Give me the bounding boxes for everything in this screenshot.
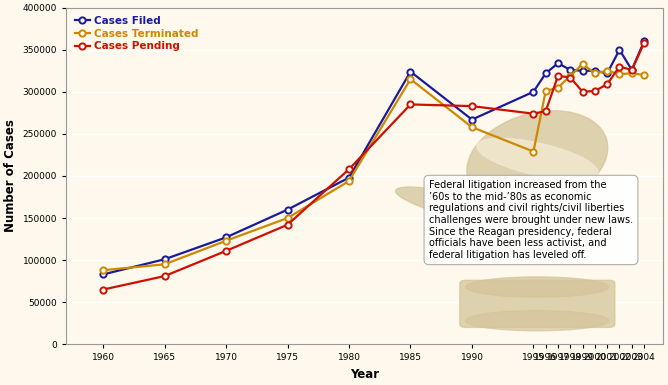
Cases Pending [628,68,636,72]
Cases Pending [591,89,599,93]
Cases Filed [407,69,415,74]
Cases Terminated [566,74,574,78]
Cases Terminated [615,72,623,77]
Cases Terminated [530,149,538,154]
Cases Filed [222,235,230,240]
Cases Terminated [591,71,599,75]
Cases Pending [222,249,230,253]
Cases Filed [628,68,636,72]
Text: Federal litigation increased from the
’60s to the mid-’80s as economic
regulatio: Federal litigation increased from the ’6… [429,180,633,260]
Cases Filed [99,272,107,277]
Cases Terminated [99,268,107,273]
Cases Filed [345,175,353,180]
Cases Terminated [468,125,476,129]
Ellipse shape [466,277,609,297]
Cases Terminated [578,62,587,66]
Cases Pending [283,223,291,227]
Cases Pending [578,89,587,94]
Cases Filed [640,39,648,44]
Line: Cases Terminated: Cases Terminated [100,61,647,273]
Line: Cases Filed: Cases Filed [100,38,647,278]
Cases Terminated [603,69,611,73]
Cases Filed [615,47,623,52]
Cases Terminated [407,77,415,82]
Cases Filed [468,117,476,122]
Cases Filed [283,207,291,212]
Cases Pending [566,75,574,80]
Cases Filed [603,71,611,75]
Cases Terminated [628,71,636,75]
FancyBboxPatch shape [460,280,615,327]
Cases Pending [99,287,107,292]
Cases Pending [603,82,611,87]
Cases Pending [530,111,538,116]
Cases Terminated [345,179,353,183]
Cases Terminated [222,238,230,243]
Cases Filed [578,69,587,73]
Cases Filed [160,257,168,261]
Cases Pending [615,64,623,69]
Cases Terminated [640,73,648,77]
Cases Pending [345,167,353,172]
Cases Pending [640,41,648,45]
Cases Terminated [160,262,168,267]
Cases Pending [468,104,476,109]
Ellipse shape [477,138,598,180]
Cases Filed [566,68,574,72]
Y-axis label: Number of Cases: Number of Cases [4,119,17,233]
Cases Terminated [283,216,291,220]
Cases Pending [542,109,550,114]
Ellipse shape [395,187,548,232]
Cases Pending [407,102,415,107]
Cases Filed [591,69,599,73]
Cases Filed [554,61,562,65]
Cases Terminated [542,89,550,93]
Cases Pending [160,274,168,278]
Line: Cases Pending: Cases Pending [100,40,647,293]
Cases Terminated [554,85,562,90]
Cases Pending [554,74,562,78]
Cases Filed [542,71,550,75]
Legend: Cases Filed, Cases Terminated, Cases Pending: Cases Filed, Cases Terminated, Cases Pen… [71,13,202,54]
Cases Filed [530,89,538,94]
Ellipse shape [467,111,608,208]
Ellipse shape [466,311,609,331]
X-axis label: Year: Year [350,368,379,381]
